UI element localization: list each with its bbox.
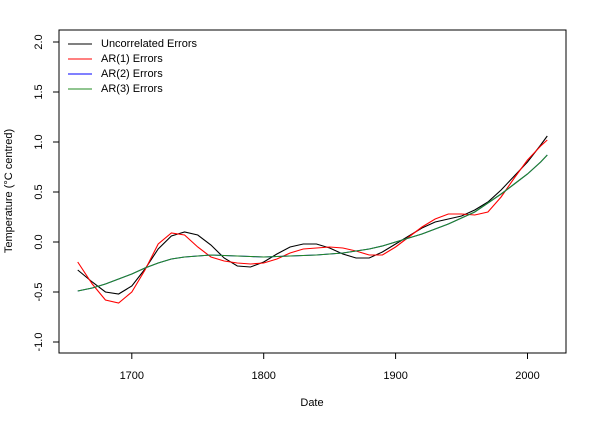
x-tick-label: 2000 — [515, 370, 539, 382]
legend-label: AR(2) Errors — [101, 68, 163, 80]
x-tick-label: 1700 — [120, 370, 144, 382]
y-tick-label: 1.0 — [33, 134, 45, 149]
y-tick-label: 0.5 — [33, 184, 45, 199]
legend-label: AR(1) Errors — [101, 53, 163, 65]
y-tick-label: -1.0 — [33, 333, 45, 352]
y-tick-label: -0.5 — [33, 283, 45, 302]
y-axis-label: Temperature (°C centred) — [3, 129, 15, 253]
series-line — [77, 154, 548, 292]
series-line — [77, 154, 548, 292]
y-tick-label: 2.0 — [33, 34, 45, 49]
legend-label: AR(3) Errors — [101, 83, 163, 95]
series-line — [77, 139, 548, 304]
y-tick-label: 0.0 — [33, 234, 45, 249]
x-tick-label: 1900 — [383, 370, 407, 382]
y-tick-label: 1.5 — [33, 84, 45, 99]
legend-label: Uncorrelated Errors — [101, 38, 197, 50]
x-tick-label: 1800 — [251, 370, 275, 382]
series-line — [77, 135, 548, 295]
x-axis-label: Date — [300, 397, 323, 409]
